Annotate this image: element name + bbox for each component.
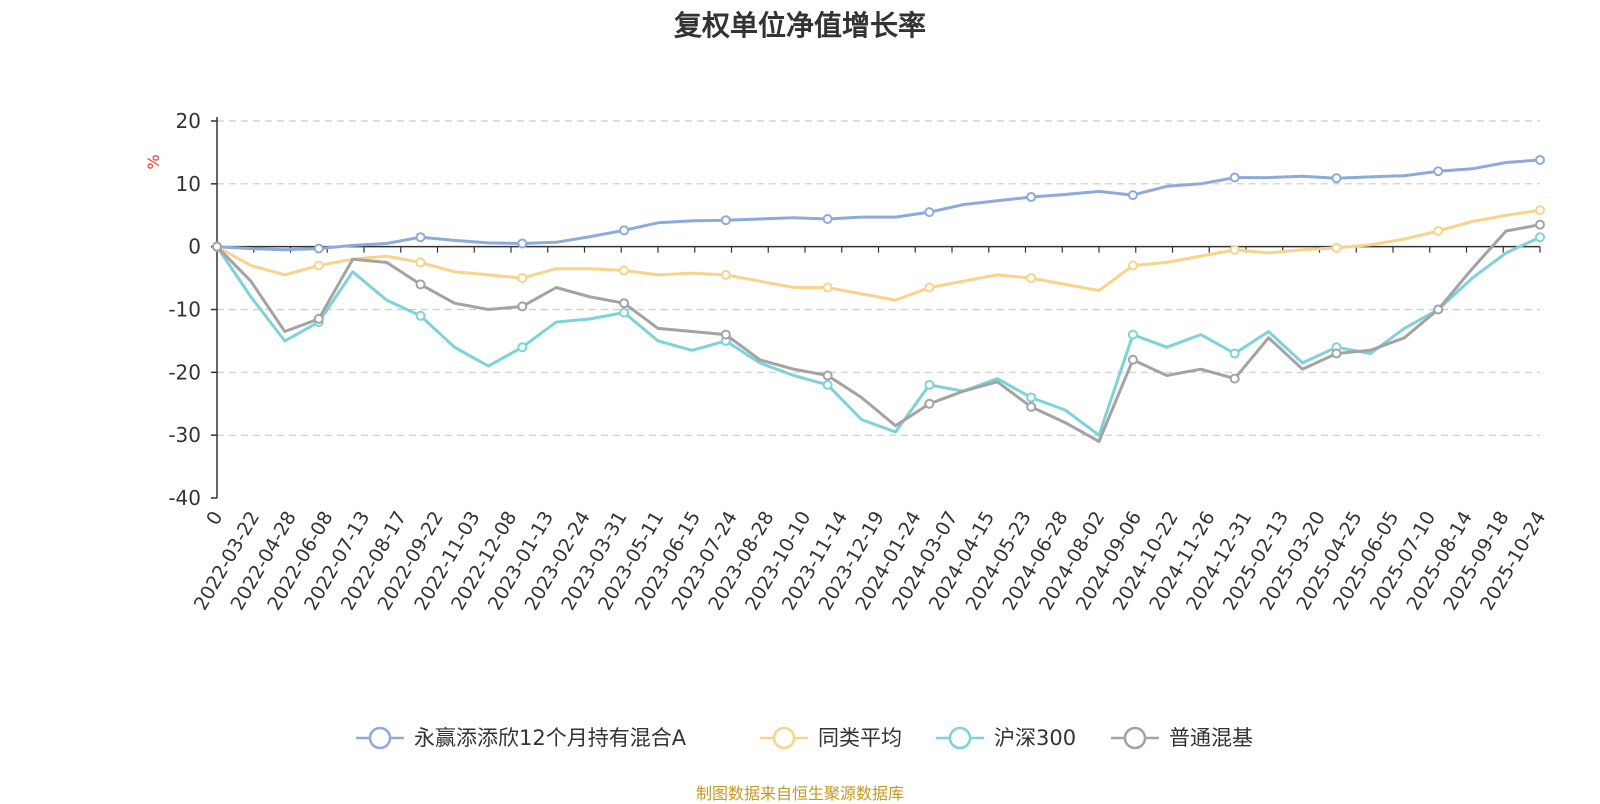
chart-title: 复权单位净值增长率 [673, 9, 926, 42]
series-3-point [415, 310, 426, 321]
series-line-1 [216, 158, 1541, 252]
series-2-point [1331, 242, 1342, 253]
series-4-point [1229, 373, 1240, 384]
y-tick-label: -30 [168, 423, 201, 447]
y-tick-label: -20 [168, 360, 201, 384]
series-2-point [1127, 260, 1138, 271]
series-4-point [212, 241, 222, 252]
legend-marker-2 [772, 726, 796, 750]
series-4-point [720, 329, 731, 340]
series-1-point [1229, 172, 1240, 183]
series-4-point [313, 313, 324, 324]
series-4-point [1535, 219, 1545, 230]
series-1-point [619, 225, 630, 236]
series-1-point [1535, 154, 1545, 165]
series-1-point [517, 238, 528, 249]
series-1-point [924, 207, 935, 218]
series-2-point [1229, 244, 1240, 255]
y-tick-label: 0 [188, 235, 201, 259]
series-1-point [1331, 173, 1342, 184]
y-tick-label: 10 [176, 172, 201, 196]
series-3-point [517, 342, 528, 353]
series-4-point [1433, 304, 1444, 315]
series-2-point [1535, 205, 1545, 216]
series-4-point [1127, 354, 1138, 365]
series-3-point [1127, 329, 1138, 340]
series-1-point [1127, 190, 1138, 201]
series-4-point [1026, 401, 1037, 412]
series-3-point [1229, 348, 1240, 359]
legend-marker-4 [1123, 726, 1147, 750]
series-4-point [822, 370, 833, 381]
legend-label-1: 永赢添添欣12个月持有混合A [414, 726, 687, 750]
series-4-point [619, 298, 630, 309]
series-3-point [619, 307, 630, 318]
series-2-point [720, 269, 731, 280]
series-4-point [517, 301, 528, 312]
series-3-point [924, 379, 935, 390]
y-axis-label: % [144, 154, 163, 169]
series-2-point [517, 273, 528, 284]
series-3-point [822, 379, 833, 390]
series-1-point [313, 243, 324, 254]
series-line-3 [215, 235, 1541, 437]
y-tick-label: -10 [168, 298, 201, 322]
series-4-point [415, 279, 426, 290]
y-tick-label: -40 [168, 486, 201, 510]
y-tick-label: 20 [176, 109, 201, 133]
series-2-point [924, 282, 935, 293]
series-2-point [822, 282, 833, 293]
legend-label-2: 同类平均 [818, 726, 902, 750]
legend-label-4: 普通混基 [1169, 726, 1253, 750]
series-4-point [1331, 348, 1342, 359]
x-tick-label: 0 [202, 508, 227, 529]
series-line-4 [215, 223, 1541, 443]
legend-label-3: 沪深300 [994, 726, 1076, 750]
series-3-point [1026, 392, 1037, 403]
series-2-point [313, 260, 324, 271]
series-2-point [415, 257, 426, 268]
legend-marker-1 [368, 726, 392, 750]
series-4-point [924, 398, 935, 409]
series-1-point [415, 232, 426, 243]
series-2-point [1433, 225, 1444, 236]
series-line-2 [216, 208, 1541, 302]
series-3-point [1535, 232, 1545, 243]
series-1-point [1433, 166, 1444, 177]
series-1-point [822, 214, 833, 225]
series-2-point [1026, 273, 1037, 284]
series-1-point [720, 215, 731, 226]
series-2-point [619, 265, 630, 276]
series-1-point [1026, 192, 1037, 203]
legend-marker-3 [948, 726, 972, 750]
data-source-note: 制图数据来自恒生聚源数据库 [695, 784, 904, 803]
